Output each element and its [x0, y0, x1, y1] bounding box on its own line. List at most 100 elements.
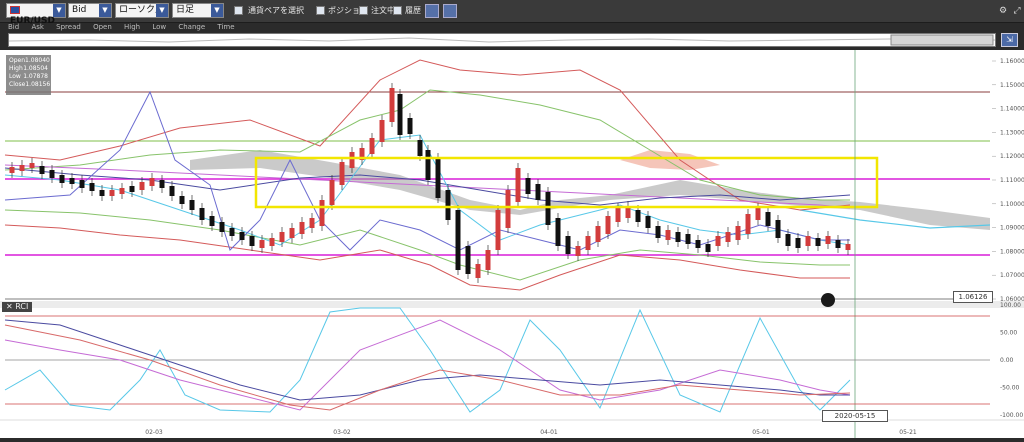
candle-body [785, 234, 791, 246]
legend-change: Change [178, 23, 206, 31]
price-tick-label: 1.08000 [1000, 248, 1024, 255]
chevron-down-icon: ▼ [211, 4, 223, 17]
candle-body [417, 140, 423, 156]
price-tick-label: 1.06000 [1000, 296, 1024, 303]
rci-line-2 [4, 319, 850, 401]
position-label: ポジション [328, 6, 368, 15]
candle-body [79, 180, 85, 188]
close-value: 1.08156 [25, 81, 51, 88]
candle-body [835, 240, 841, 248]
chart-type-select[interactable]: ローソク足 ▼ [115, 3, 169, 18]
candle-body [229, 228, 235, 236]
price-tick-label: 1.13000 [1000, 129, 1024, 136]
date-tick-label: 05-01 [752, 429, 770, 436]
price-type-select[interactable]: Bid ▼ [68, 3, 112, 18]
open-value: 1.08040 [25, 57, 50, 64]
candle-body [505, 190, 511, 228]
legend-spread: Spread [56, 23, 81, 31]
current-price-label: 1.06126 [953, 291, 993, 303]
candle-body [535, 184, 541, 200]
candle-body [575, 246, 581, 256]
candle-body [585, 236, 591, 250]
candle-body [239, 232, 245, 240]
chevron-down-icon: ▼ [156, 4, 168, 17]
currency-pair-select[interactable]: EUR/USD ▼ [6, 3, 66, 26]
open-label: Open [9, 57, 26, 64]
legend-open: Open [93, 23, 112, 31]
overview-line [9, 34, 995, 46]
candle-body [39, 166, 45, 174]
indicator-line-0 [4, 59, 851, 211]
indicator-line-3 [4, 209, 850, 281]
overview-window[interactable] [890, 34, 994, 46]
price-tick-label: 1.16000 [1000, 58, 1024, 65]
candle-body [765, 212, 771, 226]
watchlist-checkbox[interactable] [234, 6, 243, 15]
candle-body [189, 200, 195, 210]
candle-body [169, 186, 175, 196]
candle-body [595, 226, 601, 242]
candle-body [735, 226, 741, 240]
candle-body [209, 216, 215, 226]
chart-area[interactable]: 1.16000 1.15000 1.14000 1.13000 1.12000 1.110… [0, 50, 1024, 438]
candle-body [485, 250, 491, 270]
overview-toggle-button[interactable]: ⇲ [1001, 33, 1018, 47]
ichimoku-cloud-pink [620, 150, 720, 170]
rci-tick-label: 0.00 [1000, 357, 1014, 364]
overview-navigator[interactable] [8, 33, 996, 47]
candle-body [59, 175, 65, 183]
close-icon[interactable]: ✕ [6, 302, 13, 311]
candle-body [149, 178, 155, 186]
candle-body [259, 240, 265, 248]
candle-body [269, 238, 275, 246]
candle-body [845, 244, 851, 250]
candle-body [715, 236, 721, 246]
candle-body [805, 236, 811, 246]
price-chart[interactable]: 1.16000 1.15000 1.14000 1.13000 1.12000 1.110… [0, 50, 1024, 438]
candle-body [515, 168, 521, 202]
candle-body [279, 232, 285, 242]
expand-icon[interactable]: ⤢ [1013, 6, 1021, 16]
price-tick-label: 1.14000 [1000, 106, 1024, 113]
candle-body [99, 190, 105, 196]
scroll-icon [821, 293, 835, 307]
candle-body [565, 236, 571, 254]
candle-body [159, 180, 165, 188]
candle-body [179, 196, 185, 204]
chart-type-value: ローソク足 [119, 5, 165, 15]
candle-body [455, 210, 461, 270]
candle-body [545, 192, 551, 225]
candle-body [329, 180, 335, 205]
toolbar: EUR/USD ▼ Bid ▼ ローソク足 ▼ 日足 ▼ 通貨ペアを選択 ポジション 注… [0, 0, 1024, 26]
watchlist-label: 通貨ペアを選択 [248, 6, 304, 15]
candle-body [625, 206, 631, 218]
candle-body [705, 244, 711, 252]
high-value: 1.08504 [23, 65, 48, 72]
position-checkbox[interactable] [316, 6, 325, 15]
timeframe-value: 日足 [176, 5, 195, 15]
timeframe-select[interactable]: 日足 ▼ [172, 3, 224, 18]
highlight-rectangle [254, 156, 879, 209]
candle-body [139, 182, 145, 190]
candle-body [219, 222, 225, 232]
price-tick-label: 1.09000 [1000, 225, 1024, 232]
candle-body [89, 183, 95, 191]
history-checkbox[interactable] [393, 6, 402, 15]
candle-body [635, 210, 641, 222]
candle-body [9, 167, 15, 173]
gear-icon[interactable]: ⚙ [998, 6, 1008, 16]
cloud-span-line [799, 209, 991, 229]
drawing-tools-icon[interactable] [443, 4, 457, 18]
indicator-line-4 [4, 164, 851, 209]
candle-body [775, 220, 781, 238]
indicator-icon[interactable] [425, 4, 439, 18]
candle-body [815, 238, 821, 246]
rci-tick-label: 50.00 [1000, 330, 1017, 337]
price-tick-label: 1.11000 [1000, 177, 1024, 184]
candle-body [445, 190, 451, 220]
orders-checkbox[interactable] [359, 6, 368, 15]
rci-tick-label: -100.00 [1000, 412, 1023, 419]
rci-panel-label[interactable]: ✕ RCI [2, 302, 33, 312]
candle-body [199, 208, 205, 220]
candle-body [129, 186, 135, 192]
